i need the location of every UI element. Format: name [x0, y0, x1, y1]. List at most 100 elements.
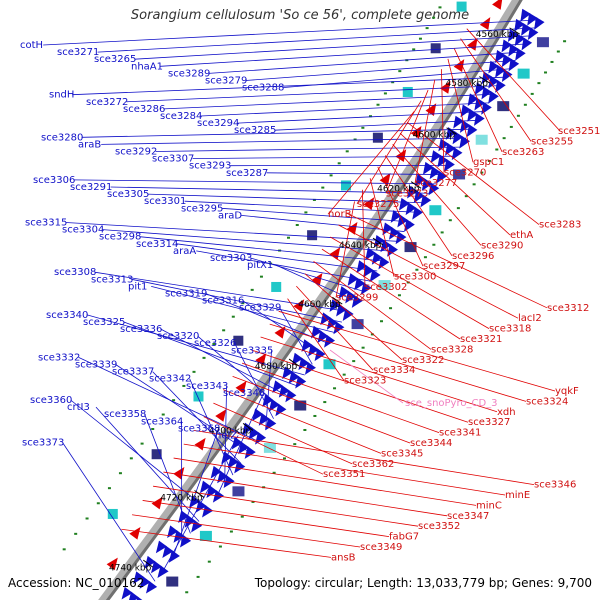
minus-gene-label: sce3352 [418, 521, 460, 532]
plus-gene-arrow [191, 519, 203, 533]
plus-label-leader [176, 243, 378, 272]
plus-label-leader [274, 119, 478, 131]
plus-gene-arrow [382, 222, 394, 236]
tick-label: 4640 kbp [339, 241, 382, 251]
feature-block [378, 280, 391, 291]
minus-gene-label: sce3299 [336, 292, 378, 303]
tick-mark [143, 559, 154, 568]
minus-gene-arrow [311, 272, 323, 286]
plus-gene-arrow [466, 124, 478, 138]
plus-gene-label: cotH [20, 40, 43, 51]
plus-gene-arrow [403, 219, 415, 232]
minus-gene-arrow [466, 37, 478, 51]
plus-label-leader [245, 60, 516, 81]
plus-gene-arrow [452, 131, 464, 145]
minus-gene-label: yqkF [555, 386, 579, 397]
gc-dot [544, 71, 548, 74]
gc-dot [202, 356, 206, 359]
minus-label-leader [251, 349, 469, 423]
gc-dot [229, 530, 233, 533]
plus-gene-arrow [155, 540, 168, 554]
plus-label-leader [72, 76, 505, 96]
minus-gene-label: sce3273 [386, 188, 428, 199]
plus-gene-arrow [369, 269, 381, 283]
minus-label-leader [346, 212, 548, 309]
plus-gene-label: araA [173, 246, 196, 257]
plus-gene-arrow [275, 403, 287, 417]
minus-label-leader [132, 514, 361, 548]
plus-label-leader [163, 93, 495, 110]
plus-gene-arrow [420, 194, 432, 208]
feature-block [372, 132, 383, 143]
gc-dot [509, 125, 513, 128]
plus-gene-label: sce3316 [202, 296, 244, 307]
plus-label-leader [86, 314, 305, 376]
tick-mark [479, 76, 490, 84]
gc-dot [293, 443, 297, 446]
gc-dot [151, 428, 155, 431]
plus-gene-label: sce3360 [30, 395, 72, 406]
plus-gene-arrow [151, 560, 163, 574]
plus-gene-label: sce3272 [86, 97, 128, 108]
minus-gene-arrow [173, 467, 185, 480]
minus-gene-arrow [453, 59, 465, 73]
feature-block [193, 391, 204, 402]
plus-gene-label: sce3286 [123, 104, 165, 115]
gc-dot [207, 560, 211, 563]
minus-label-leader [466, 28, 561, 132]
plus-gene-arrow [133, 571, 145, 584]
gc-dot [250, 288, 254, 291]
minus-gene-label: ethA [510, 230, 533, 241]
plus-gene-label: sce3265 [94, 54, 136, 65]
minus-label-leader [330, 236, 490, 329]
minus-label-leader [369, 178, 395, 277]
minus-label-leader [241, 362, 440, 433]
plus-gene-arrow [429, 166, 441, 180]
tick-label: 4700 kbp [209, 426, 252, 436]
gc-dot [182, 384, 186, 387]
gc-dot [352, 360, 356, 363]
plus-gene-arrow [234, 460, 246, 474]
minus-gene-label: fabG7 [389, 532, 419, 543]
minus-gene-label: sce3302 [365, 282, 407, 293]
gc-dot [440, 231, 444, 234]
plus-gene-label: sce3313 [91, 274, 133, 285]
plus-gene-label: sce3336 [120, 324, 162, 335]
minus-gene-arrow [274, 325, 286, 339]
plus-gene-arrow [145, 580, 158, 594]
plus-label-leader [200, 102, 489, 117]
minus-gene-label: sce3334 [373, 365, 415, 376]
plus-gene-arrow [436, 170, 448, 184]
plus-gene-label: sce3308 [54, 267, 96, 278]
plus-label-leader [73, 179, 437, 185]
minus-label-leader [173, 457, 477, 506]
plus-gene-label: sce3301 [144, 196, 186, 207]
minus-label-leader [399, 132, 511, 236]
plus-gene-arrow [144, 555, 156, 569]
plus-gene-arrow [272, 380, 284, 394]
plus-gene-label: sce3373 [22, 438, 64, 449]
gc-dot [537, 82, 541, 85]
plus-gene-label: sce3325 [83, 317, 125, 328]
gc-dot [295, 224, 299, 227]
tick-mark [509, 27, 521, 35]
minus-label-leader [278, 310, 556, 392]
feature-block [107, 508, 118, 519]
minus-gene-arrow [410, 125, 422, 139]
gc-dot [563, 40, 567, 43]
plus-gene-label: sce3307 [152, 154, 194, 165]
gc-dot [376, 103, 380, 106]
gc-dot [391, 81, 395, 84]
minus-gene-label: minE [505, 490, 530, 501]
minus-label-leader [441, 69, 445, 173]
minus-gene-label: sce3296 [452, 251, 494, 262]
plus-gene-arrow [474, 82, 486, 96]
plus-gene-arrow [244, 446, 256, 459]
minus-label-leader [327, 111, 415, 215]
gc-dot [231, 315, 235, 318]
gc-dot [412, 48, 416, 51]
minus-gene-arrow [346, 222, 358, 235]
minus-gene-label: sce3322 [402, 355, 444, 366]
plus-gene-label: sce3293 [189, 161, 231, 172]
gc-dot [241, 302, 245, 305]
